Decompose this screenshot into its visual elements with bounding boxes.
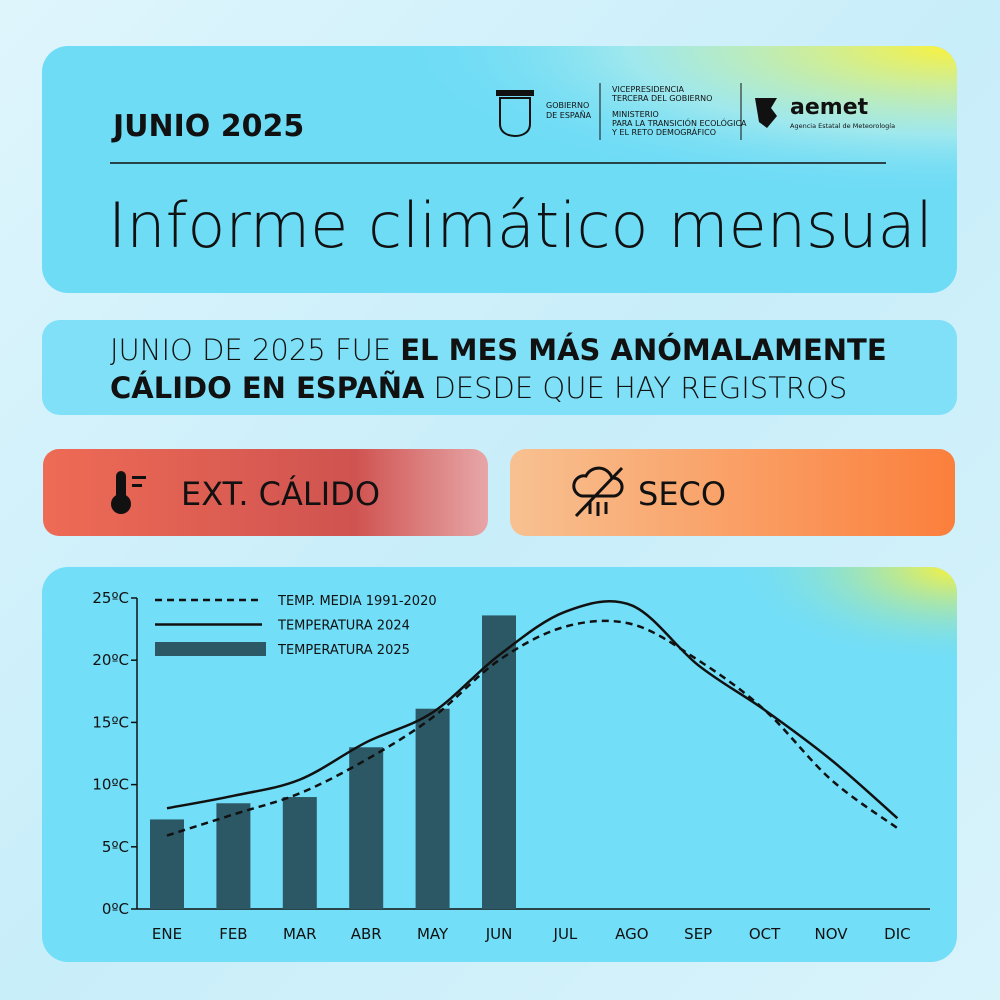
y-tick-label: 25ºC	[92, 589, 129, 607]
y-tick-label: 20ºC	[92, 651, 129, 669]
x-tick-label: MAY	[417, 925, 449, 943]
gov-text: DE ESPAÑA	[546, 110, 592, 120]
x-tick-label: MAR	[283, 925, 317, 943]
aemet-full: Agencia Estatal de Meteorología	[790, 122, 895, 130]
y-tick-label: 10ºC	[92, 776, 129, 794]
header-glow	[42, 46, 957, 293]
headline-segment: DESDE QUE HAY REGISTROS	[433, 371, 847, 405]
headline-line: CÁLIDO EN ESPAÑA DESDE QUE HAY REGISTROS	[110, 371, 847, 405]
y-tick-label: 15ºC	[92, 713, 129, 731]
x-tick-label: SEP	[684, 925, 712, 943]
x-tick-label: FEB	[219, 925, 247, 943]
headline-segment: CÁLIDO EN ESPAÑA	[110, 371, 425, 405]
thermometer-icon	[111, 471, 146, 514]
legend-label: TEMPERATURA 2024	[277, 619, 410, 634]
legend-swatch	[155, 642, 266, 656]
ministry-text: MINISTERIO	[612, 110, 659, 119]
ministry-text: PARA LA TRANSICIÓN ECOLÓGICA	[612, 117, 747, 128]
headline-panel	[42, 320, 957, 415]
x-tick-label: AGO	[615, 925, 648, 943]
x-tick-label: NOV	[814, 925, 848, 943]
date: JUNIO 2025	[111, 109, 304, 144]
x-tick-label: JUN	[485, 925, 513, 943]
bar	[482, 615, 516, 909]
gov-text: GOBIERNO	[546, 101, 589, 110]
x-tick-label: DIC	[884, 925, 910, 943]
headline-line: JUNIO DE 2025 FUE EL MES MÁS ANÓMALAMENTE	[110, 333, 887, 367]
dry-icon	[572, 466, 624, 518]
chart: 0ºC 5ºC 10ºC 15ºC 20ºC 25ºC ENE FEB MAR ABR MAY JUN…	[92, 589, 930, 943]
legend-label: TEMP. MEDIA 1991-2020	[277, 594, 437, 609]
bar	[349, 747, 384, 909]
vice-text: TERCERA DEL GOBIERNO	[611, 94, 712, 103]
x-tick-label: OCT	[749, 925, 781, 943]
legend-label: TEMPERATURA 2025	[277, 643, 410, 658]
gov-logo	[496, 90, 534, 138]
badge-warm	[43, 449, 488, 536]
aemet-text: aemet	[790, 95, 869, 120]
x-tick-label: JUL	[553, 925, 578, 943]
ministry-text: Y EL RETO DEMOGRÁFICO	[611, 126, 716, 137]
aemet-icon	[755, 98, 777, 128]
badge-label: SECO	[638, 475, 726, 513]
bar	[282, 797, 317, 909]
line-series	[166, 600, 899, 820]
x-tick-label: ABR	[351, 925, 382, 943]
x-tick-label: ENE	[152, 925, 182, 943]
bar	[415, 708, 450, 909]
y-tick-label: 0ºC	[102, 900, 129, 918]
y-tick-label: 5ºC	[102, 838, 129, 856]
headline-segment: EL MES MÁS ANÓMALAMENTE	[400, 333, 886, 367]
vice-text: VICEPRESIDENCIA	[612, 85, 684, 94]
badge-label: EXT. CÁLIDO	[181, 475, 380, 513]
title: Informe climático mensual	[108, 189, 933, 262]
headline-segment: JUNIO DE 2025 FUE	[110, 333, 391, 367]
bar	[216, 803, 251, 909]
line-series	[166, 619, 899, 837]
